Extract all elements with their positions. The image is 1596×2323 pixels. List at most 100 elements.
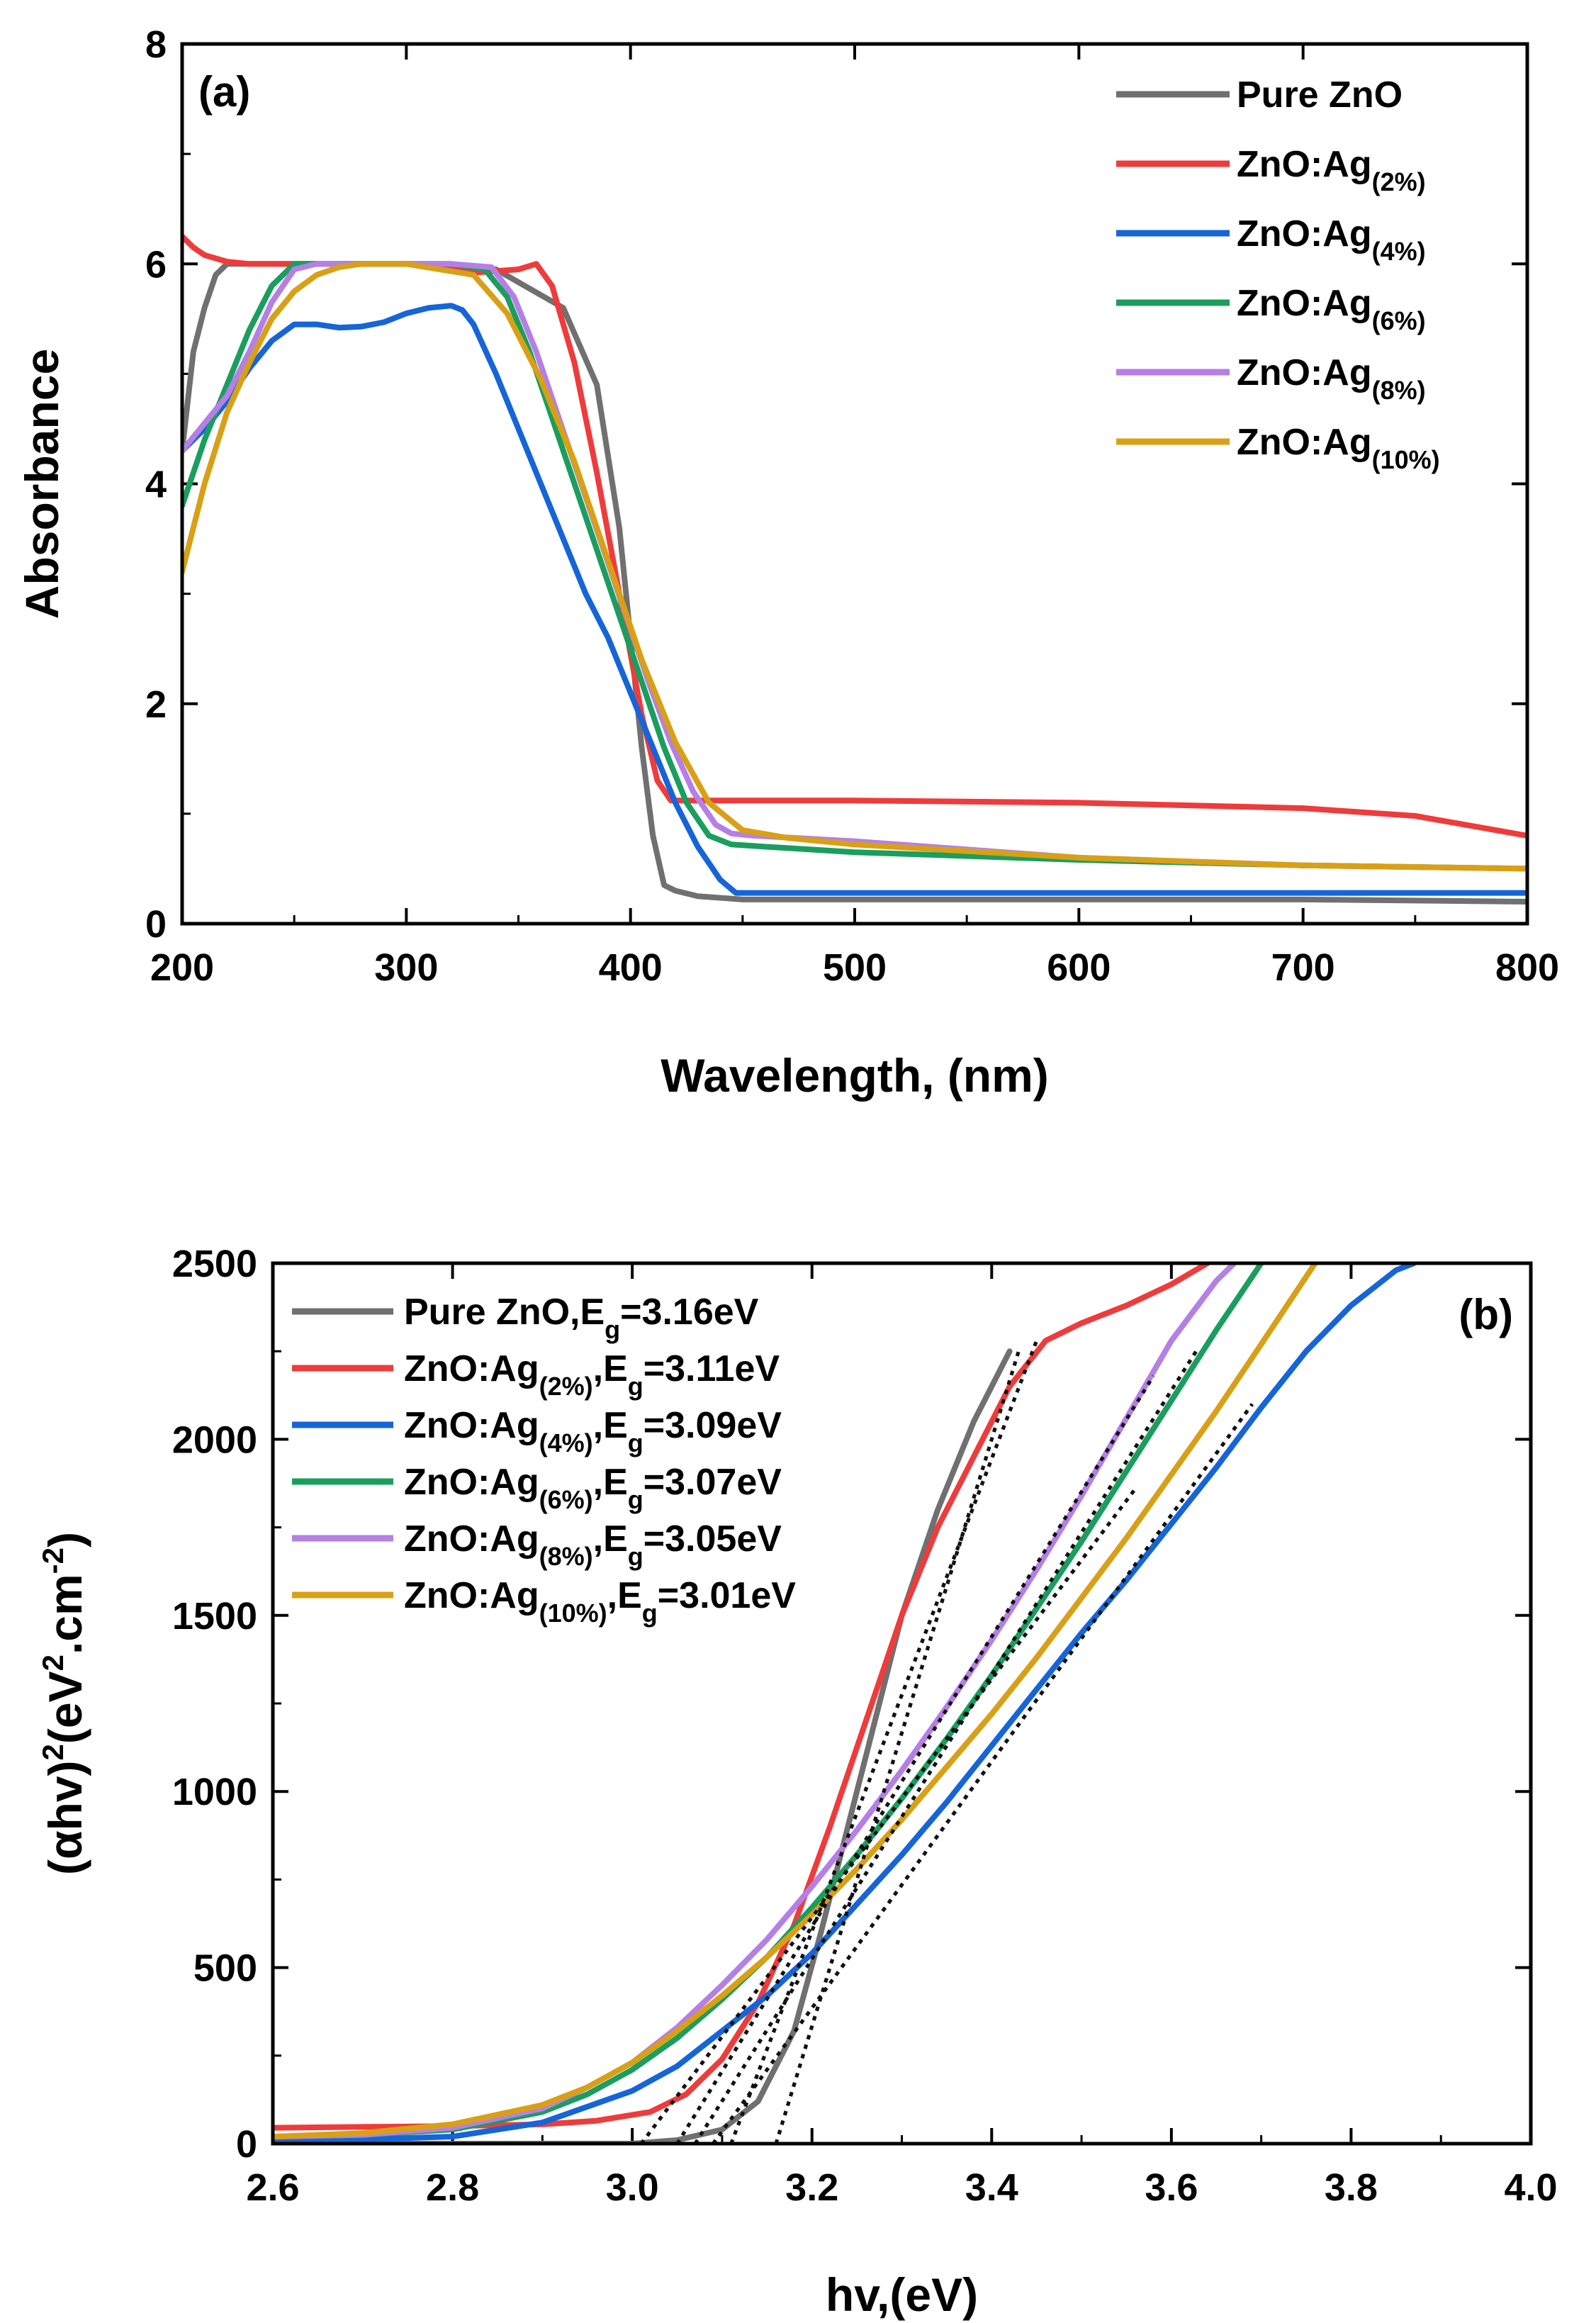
- legend-eg-value: =3.16eV: [620, 1292, 758, 1333]
- legend-eg-value: =3.09eV: [644, 1405, 782, 1446]
- tangent-ag6-top: [693, 1346, 1201, 2144]
- x-tick-label: 500: [823, 946, 887, 989]
- tangent-ag8-top: [675, 1375, 1155, 2144]
- series-line-3: [182, 261, 1527, 872]
- x-tick-label: 700: [1271, 946, 1335, 989]
- legend-label: ZnO:Ag(6%),Eg=3.07eV: [404, 1462, 782, 1514]
- chart-panel-a: 200 300 400 500 600 700 800 0 2 4 6 8 Pure ZnO ZnO:Ag…: [16, 23, 1559, 1102]
- legend-eg-value: =3.05eV: [644, 1518, 782, 1560]
- legend-base: ZnO:Ag: [404, 1575, 539, 1616]
- series-line-0: [182, 261, 1527, 905]
- y-tick-label: 4: [145, 464, 167, 506]
- y-title-sup: 2: [36, 1744, 69, 1760]
- legend-eg: ,E: [570, 1292, 605, 1333]
- legend-base: Pure ZnO: [404, 1292, 570, 1333]
- legend-eg-sub: g: [628, 1372, 644, 1401]
- x-tick-label: 3.4: [965, 2166, 1018, 2209]
- y-tick-label: 6: [145, 243, 167, 286]
- series-group: [273, 1263, 1417, 2144]
- y-title-part: .cm: [39, 1574, 91, 1655]
- legend-sub: (8%): [539, 1542, 593, 1571]
- x-tick-label: 200: [150, 946, 214, 989]
- legend-sub: (4%): [1372, 237, 1426, 266]
- series-line-0: [273, 1348, 1013, 2144]
- y-title-part: (αhv): [39, 1760, 91, 1875]
- legend-eg: ,E: [593, 1518, 628, 1560]
- legend-sub: (6%): [539, 1485, 593, 1514]
- legend-eg-sub: g: [628, 1428, 644, 1457]
- legend-base: ZnO:Ag: [1237, 352, 1372, 393]
- y-tick-label: 2: [145, 683, 167, 726]
- tangent-ag10-top: [639, 1487, 1137, 2144]
- y-tick-label: 500: [193, 1947, 257, 1990]
- legend-label: ZnO:Ag(4%): [1237, 213, 1426, 266]
- legend-sub: (8%): [1372, 376, 1426, 405]
- legend-eg: ,E: [607, 1575, 642, 1616]
- legend-sub: (10%): [1372, 445, 1440, 474]
- y-tick-label: 1000: [172, 1771, 257, 1813]
- panel-label: (b): [1459, 1291, 1513, 1338]
- y-title-part: ): [39, 1532, 91, 1547]
- x-tick-label: 4.0: [1504, 2166, 1557, 2209]
- legend-base: ZnO:Ag: [1237, 144, 1372, 185]
- y-axis-title: Absorbance: [16, 349, 68, 619]
- legend-base: ZnO:Ag: [404, 1405, 539, 1446]
- legend-sub: (2%): [539, 1372, 593, 1401]
- legend-base: ZnO:Ag: [404, 1518, 539, 1560]
- legend-base: ZnO:Ag: [1237, 283, 1372, 324]
- series-line-2: [182, 303, 1527, 896]
- legend-eg-sub: g: [642, 1599, 658, 1628]
- y-title-sup: -2: [36, 1547, 69, 1574]
- series-group: [182, 233, 1527, 905]
- y-tick-label: 0: [236, 2123, 257, 2166]
- legend-label: ZnO:Ag(10%): [1237, 422, 1440, 474]
- legend: Pure ZnO,Eg=3.16eVZnO:Ag(2%),Eg=3.11eVZn…: [292, 1292, 796, 1628]
- tangent-lines-top: [639, 1340, 1254, 2144]
- x-axis-title: hv,(eV): [826, 2268, 978, 2321]
- tangent-ag2-top: [729, 1340, 1039, 2144]
- y-tick-label: 0: [145, 903, 167, 946]
- legend-eg-sub: g: [628, 1542, 644, 1571]
- y-tick-label: 8: [145, 23, 167, 66]
- legend-label: ZnO:Ag(2%): [1237, 144, 1426, 196]
- series-line-1: [273, 1263, 1210, 2131]
- y-tick-label: 2000: [172, 1418, 257, 1461]
- legend-label: ZnO:Ag(10%),Eg=3.01eV: [404, 1575, 796, 1628]
- series-line-1: [182, 233, 1527, 839]
- legend-eg-value: =3.01eV: [658, 1575, 796, 1616]
- legend-base: ZnO:Ag: [1237, 213, 1372, 254]
- legend-label: Pure ZnO,Eg=3.16eV: [404, 1292, 759, 1344]
- legend-eg-sub: g: [605, 1315, 620, 1344]
- y-title-sup: 2: [36, 1655, 69, 1671]
- x-tick-label: 400: [599, 946, 663, 989]
- panel-label: (a): [198, 68, 250, 116]
- legend-label: ZnO:Ag(8%): [1237, 352, 1426, 405]
- legend-eg-value: =3.11eV: [644, 1348, 780, 1389]
- plot-frame: [271, 1261, 1533, 2146]
- tangent-pure-zno: [774, 1350, 1021, 2144]
- legend-eg: ,E: [593, 1405, 628, 1446]
- legend-eg: ,E: [593, 1462, 628, 1503]
- x-tick-label: 3.8: [1325, 2166, 1378, 2209]
- x-tick-label: 2.6: [246, 2166, 299, 2209]
- y-tick-label: 2500: [172, 1243, 257, 1285]
- legend-base: ZnO:Ag: [404, 1348, 539, 1389]
- legend-sub: (4%): [539, 1428, 593, 1457]
- y-axis-title: (αhv)2(eV2.cm-2): [36, 1532, 91, 1875]
- legend-label: ZnO:Ag(8%),Eg=3.05eV: [404, 1518, 782, 1571]
- x-tick-label: 300: [374, 946, 438, 989]
- legend-base: ZnO:Ag: [1237, 422, 1372, 463]
- legend-label: ZnO:Ag(2%),Eg=3.11eV: [404, 1348, 780, 1401]
- x-axis-title: Wavelength, (nm): [661, 1049, 1049, 1102]
- x-tick-label: 3.6: [1145, 2166, 1198, 2209]
- series-line-3: [273, 1263, 1264, 2140]
- plot-frame: [180, 42, 1529, 926]
- legend-base: Pure ZnO: [1237, 74, 1403, 116]
- legend-label: ZnO:Ag(4%),Eg=3.09eV: [404, 1405, 782, 1457]
- tangent-pure-zno-top: [774, 1350, 1021, 2144]
- legend-base: ZnO:Ag: [404, 1462, 539, 1503]
- legend-label: Pure ZnO: [1237, 74, 1403, 116]
- x-tick-label: 3.0: [606, 2166, 659, 2209]
- legend: Pure ZnOZnO:Ag(2%)ZnO:Ag(4%)ZnO:Ag(6%)Zn…: [1116, 74, 1440, 474]
